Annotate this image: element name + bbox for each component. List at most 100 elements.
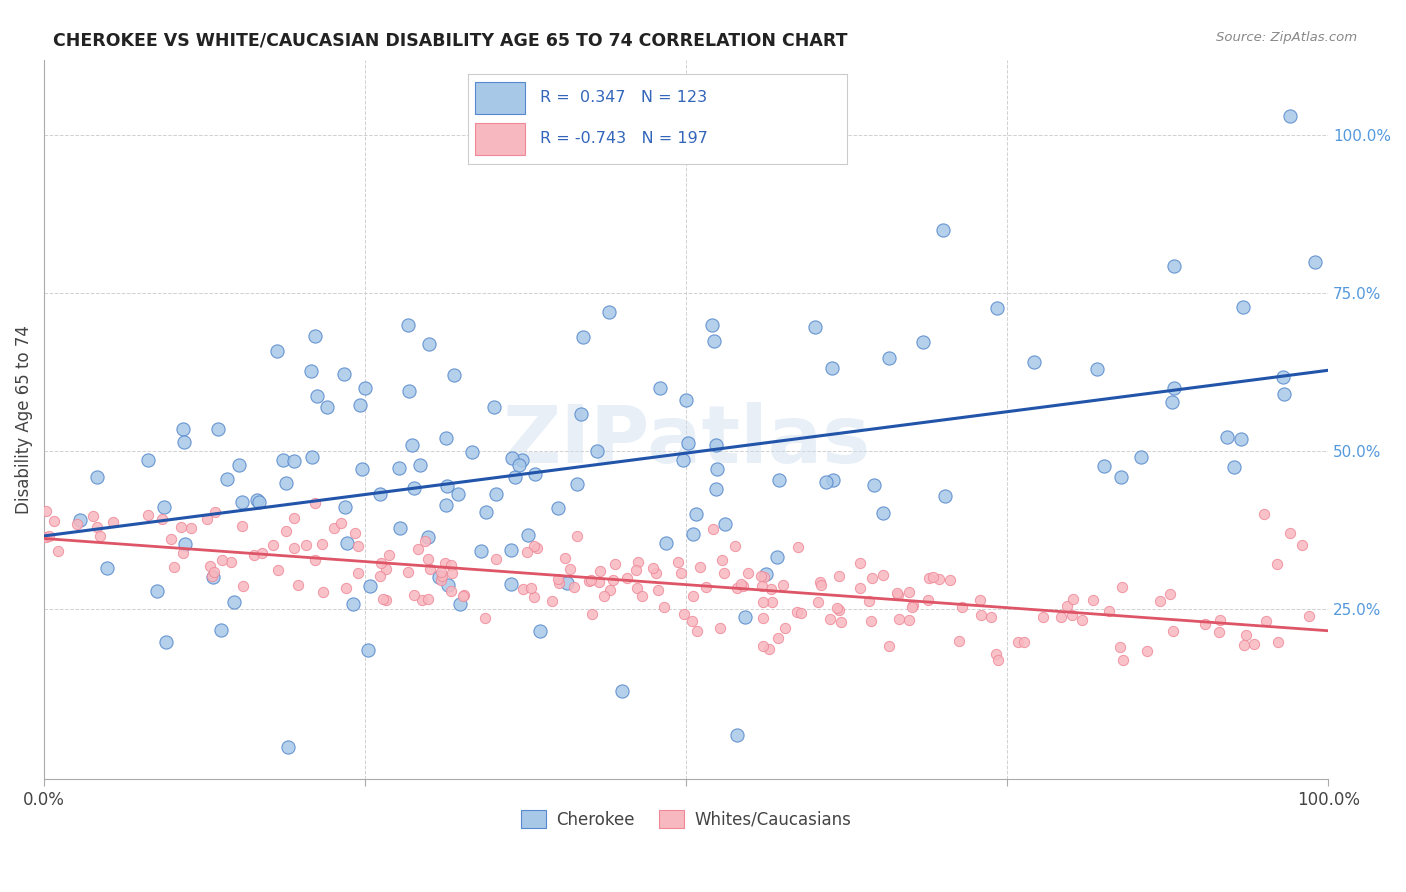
Point (939, 573, 962, 587)
Point (69, 513, 91, 527)
Point (901, 599, 924, 614)
Point (519, 581, 541, 595)
Point (1129, 450, 1152, 465)
Point (359, 579, 381, 593)
Point (1111, 580, 1133, 594)
Point (901, 598, 924, 612)
Point (1098, 604, 1121, 618)
Point (541, 594, 564, 608)
Point (1278, 109, 1301, 123)
Point (430, 569, 453, 583)
Point (1233, 639, 1256, 653)
Point (682, 589, 704, 603)
Point (333, 500, 356, 515)
Point (136, 508, 159, 523)
Point (200, 569, 222, 583)
Point (1085, 361, 1108, 376)
Point (980, 610, 1002, 624)
Point (755, 566, 778, 581)
Point (526, 541, 548, 555)
Point (713, 566, 735, 581)
Point (565, 476, 588, 491)
Point (934, 489, 956, 503)
Point (641, 561, 664, 575)
Y-axis label: Disability Age 65 to 74: Disability Age 65 to 74 (15, 325, 32, 514)
Point (347, 539, 370, 553)
Point (709, 621, 731, 635)
Point (398, 384, 420, 399)
Point (685, 507, 707, 521)
Point (150, 512, 173, 526)
Point (250, 547, 273, 561)
Point (373, 592, 395, 607)
Point (247, 495, 270, 509)
Point (654, 536, 676, 550)
Point (409, 458, 432, 472)
Point (807, 594, 830, 608)
Point (733, 579, 755, 593)
Point (418, 592, 440, 607)
Point (304, 329, 326, 343)
Point (773, 621, 796, 635)
Point (565, 529, 588, 543)
Point (562, 580, 585, 594)
Point (686, 624, 709, 639)
Point (347, 566, 370, 580)
Point (416, 552, 439, 566)
Point (578, 574, 600, 588)
Point (1194, 616, 1216, 631)
Point (859, 614, 882, 628)
Point (447, 486, 470, 500)
Point (437, 577, 460, 591)
Point (523, 590, 546, 604)
Point (727, 728, 749, 742)
Point (430, 566, 453, 580)
Point (418, 336, 440, 351)
Point (219, 555, 242, 569)
Point (752, 570, 775, 584)
Point (810, 578, 832, 592)
Point (451, 589, 474, 603)
Point (163, 560, 186, 574)
Point (266, 343, 288, 358)
Point (419, 562, 441, 576)
Point (676, 436, 699, 450)
Point (917, 593, 939, 607)
Point (512, 582, 534, 596)
Point (374, 593, 396, 607)
Point (752, 595, 775, 609)
Point (889, 612, 911, 626)
Point (287, 578, 309, 592)
Point (195, 512, 218, 526)
Point (682, 527, 704, 541)
Point (1229, 433, 1251, 447)
Point (174, 537, 197, 551)
Point (1163, 381, 1185, 395)
Point (246, 493, 269, 508)
Point (848, 581, 870, 595)
Point (772, 577, 794, 591)
Point (501, 542, 523, 557)
Point (950, 600, 973, 615)
Point (860, 571, 883, 585)
Point (1083, 593, 1105, 607)
Point (198, 558, 221, 573)
Point (610, 683, 633, 698)
Point (42, 515, 65, 529)
Point (370, 556, 392, 570)
Point (440, 584, 463, 599)
Point (66, 516, 89, 531)
Point (1265, 558, 1288, 572)
Point (675, 393, 697, 408)
Point (647, 582, 669, 597)
Point (311, 585, 333, 599)
Point (436, 479, 458, 493)
Point (413, 533, 436, 548)
Point (918, 571, 941, 585)
Point (598, 305, 620, 319)
Point (700, 318, 723, 332)
Point (1149, 594, 1171, 608)
Point (523, 539, 546, 553)
Point (1209, 614, 1232, 628)
Point (1291, 538, 1313, 552)
